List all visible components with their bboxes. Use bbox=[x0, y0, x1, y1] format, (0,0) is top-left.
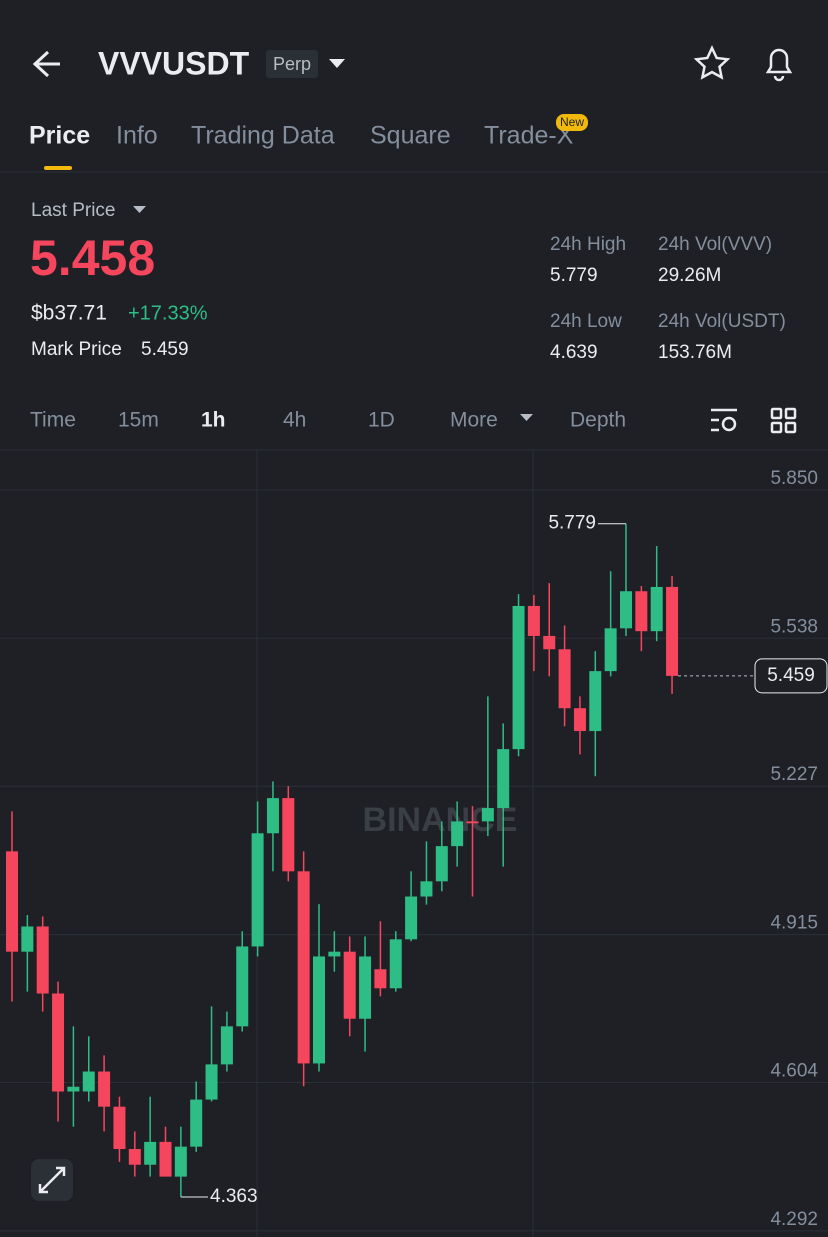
chart-settings-button[interactable] bbox=[711, 408, 737, 432]
y-tick-label: 4.292 bbox=[770, 1209, 818, 1230]
badge-bg bbox=[266, 50, 318, 78]
candle-body bbox=[266, 798, 279, 834]
watermark: BINANCE bbox=[363, 801, 518, 839]
candle-body bbox=[144, 1141, 157, 1165]
stat-value: 4.639 bbox=[550, 342, 598, 363]
candle-body bbox=[174, 1146, 187, 1177]
tab[interactable]: Price bbox=[29, 122, 90, 150]
candle-body bbox=[6, 851, 18, 952]
tab[interactable]: Square bbox=[370, 122, 451, 150]
last-price-tag: 5.459 bbox=[767, 665, 815, 686]
candle-body bbox=[190, 1099, 203, 1147]
y-tick-label: 5.538 bbox=[770, 616, 818, 637]
last-price-label[interactable]: Last Price bbox=[31, 200, 115, 221]
candle-body bbox=[297, 871, 310, 1064]
interval-tab[interactable]: Depth bbox=[570, 409, 626, 432]
candle-body bbox=[82, 1071, 95, 1092]
candle-body bbox=[52, 993, 65, 1092]
more-dropdown[interactable] bbox=[520, 414, 533, 421]
last-price-dropdown[interactable] bbox=[133, 206, 146, 213]
candle-body bbox=[543, 635, 556, 650]
candle-body bbox=[67, 1086, 80, 1092]
interval-tab[interactable]: 1h bbox=[201, 409, 226, 432]
tab[interactable]: Trading Data bbox=[191, 122, 335, 150]
candle-body bbox=[650, 586, 663, 632]
candle-body bbox=[389, 939, 402, 989]
candle-body bbox=[573, 708, 586, 732]
y-tick-label: 4.915 bbox=[770, 913, 818, 934]
max-price-label: 5.779 bbox=[548, 513, 596, 534]
candle-body bbox=[220, 1026, 233, 1065]
alert-button[interactable] bbox=[765, 48, 793, 82]
symbol-dropdown[interactable] bbox=[329, 59, 345, 68]
stat-value: 29.26M bbox=[658, 265, 721, 286]
candle-body bbox=[420, 881, 433, 897]
candle-body bbox=[635, 591, 648, 632]
candle-body bbox=[159, 1141, 172, 1177]
candle-body bbox=[435, 846, 448, 882]
candle-body bbox=[359, 956, 372, 1019]
candle-body bbox=[604, 628, 617, 672]
fiat-price: $b37.71 bbox=[31, 302, 107, 325]
stat-label: 24h Vol(USDT) bbox=[658, 311, 786, 332]
stat-value: 153.76M bbox=[658, 342, 732, 363]
new-badge: New bbox=[560, 115, 584, 129]
stat-label: 24h High bbox=[550, 234, 626, 255]
price-change: +17.33% bbox=[128, 302, 208, 324]
interval-tab[interactable]: 1D bbox=[368, 409, 395, 432]
candle-body bbox=[113, 1106, 126, 1150]
stat-value: 5.779 bbox=[550, 265, 598, 286]
last-price-box bbox=[754, 658, 828, 694]
candle-body bbox=[343, 951, 356, 1019]
candle-body bbox=[481, 808, 494, 822]
perp-badge: Perp bbox=[273, 54, 311, 74]
tab[interactable]: Info bbox=[116, 122, 158, 150]
candle-body bbox=[251, 833, 264, 947]
interval-tab[interactable]: 15m bbox=[118, 409, 159, 432]
candle-body bbox=[451, 821, 464, 847]
min-price-label: 4.363 bbox=[210, 1186, 258, 1207]
active-tab-underline bbox=[44, 166, 72, 170]
favorite-button[interactable] bbox=[693, 45, 731, 80]
y-tick-label: 5.850 bbox=[770, 468, 818, 489]
candle-body bbox=[527, 605, 540, 636]
candle-body bbox=[313, 956, 325, 1064]
stat-label: 24h Low bbox=[550, 311, 622, 332]
mark-price: 5.459 bbox=[141, 339, 189, 360]
candle-body bbox=[236, 946, 249, 1027]
symbol-title: VVVUSDT bbox=[98, 45, 250, 81]
stat-label: 24h Vol(VVV) bbox=[658, 234, 772, 255]
y-tick-label: 4.604 bbox=[770, 1060, 818, 1081]
candle-body bbox=[21, 926, 34, 952]
candle-body bbox=[589, 671, 602, 732]
candle-body bbox=[328, 951, 341, 957]
candle-body bbox=[98, 1071, 111, 1107]
fullscreen-icon bbox=[38, 1166, 66, 1194]
new-badge-bg bbox=[556, 114, 588, 131]
candle-body bbox=[512, 605, 525, 750]
candle-body bbox=[620, 591, 632, 629]
mark-price-label: Mark Price bbox=[31, 339, 122, 360]
interval-tab[interactable]: More bbox=[450, 409, 498, 432]
candle-body bbox=[497, 749, 510, 809]
candle-body bbox=[128, 1149, 141, 1165]
last-price: 5.458 bbox=[30, 230, 155, 286]
candle-body bbox=[666, 586, 679, 676]
candle-body bbox=[36, 926, 49, 994]
interval-tab[interactable]: 4h bbox=[283, 409, 306, 432]
layout-button[interactable] bbox=[770, 407, 797, 434]
interval-tab[interactable]: Time bbox=[30, 409, 76, 432]
candle-body bbox=[374, 969, 387, 989]
candle-body bbox=[205, 1064, 218, 1100]
candle-body bbox=[405, 896, 418, 940]
candle-body bbox=[558, 649, 571, 709]
candle-body bbox=[466, 821, 479, 824]
candle-body bbox=[282, 798, 295, 872]
back-button[interactable] bbox=[32, 50, 60, 78]
y-tick-label: 5.227 bbox=[770, 764, 818, 785]
